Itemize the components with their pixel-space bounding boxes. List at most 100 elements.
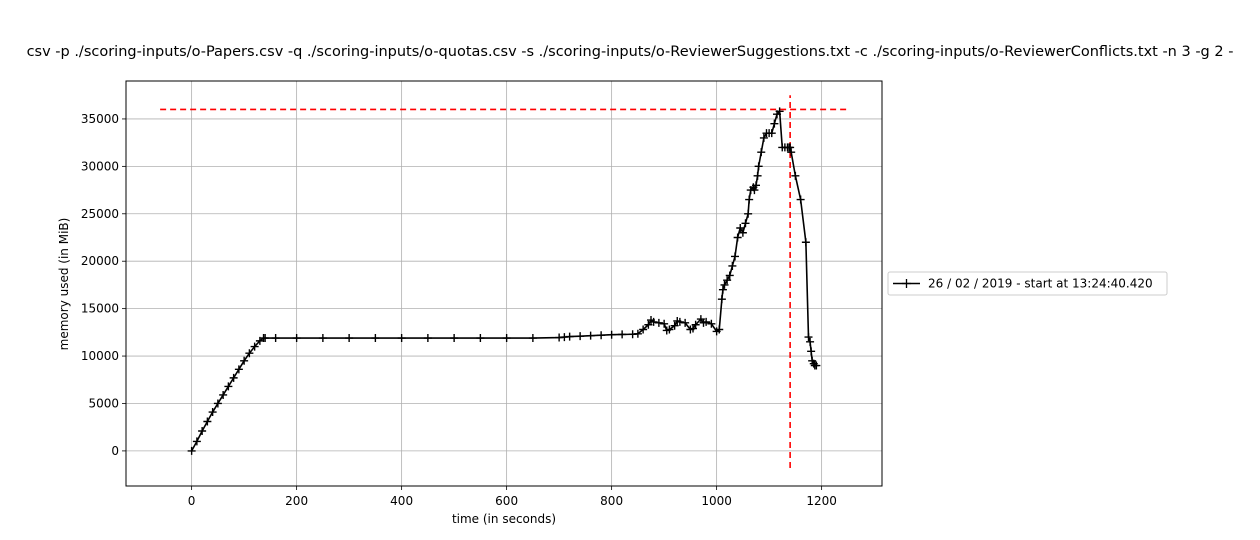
data-point-marker bbox=[717, 295, 726, 304]
data-point-marker bbox=[806, 337, 815, 346]
data-point-marker bbox=[723, 276, 732, 285]
data-point-marker bbox=[192, 437, 201, 446]
data-point-marker bbox=[250, 342, 259, 351]
data-point-marker bbox=[423, 334, 432, 343]
data-point-marker bbox=[224, 382, 233, 391]
data-point-marker bbox=[718, 285, 727, 294]
data-point-marker bbox=[208, 408, 217, 417]
data-point-marker bbox=[345, 334, 354, 343]
axis-ticks: 0 200 400 600 800 1000 1200 0 5000 10000 15000 2000… bbox=[81, 112, 837, 508]
data-point-marker bbox=[715, 325, 724, 334]
data-point-marker bbox=[586, 331, 595, 340]
data-point-marker bbox=[750, 186, 759, 195]
chart-title: csv -p ./scoring-inputs/o-Papers.csv -q … bbox=[27, 44, 1234, 60]
data-point-marker bbox=[807, 347, 816, 356]
data-point-marker bbox=[681, 318, 690, 327]
data-point-marker bbox=[644, 320, 653, 329]
y-tick-label: 5000 bbox=[88, 396, 119, 410]
data-point-marker bbox=[618, 330, 627, 339]
data-point-marker bbox=[660, 319, 669, 328]
data-point-marker bbox=[720, 280, 729, 289]
data-point-marker bbox=[318, 334, 327, 343]
data-point-marker bbox=[665, 325, 674, 334]
data-point-marker bbox=[752, 181, 760, 190]
data-point-marker bbox=[787, 148, 796, 157]
data-point-marker bbox=[240, 356, 249, 365]
data-point-marker bbox=[691, 320, 700, 329]
data-point-marker bbox=[744, 209, 753, 218]
data-point-marker bbox=[731, 252, 739, 261]
y-tick-label: 35000 bbox=[81, 112, 119, 126]
data-point-marker bbox=[759, 133, 768, 142]
x-tick-label: 200 bbox=[285, 494, 308, 508]
y-tick-label: 20000 bbox=[81, 254, 119, 268]
data-point-marker bbox=[639, 325, 648, 334]
reference-lines bbox=[160, 95, 848, 468]
y-tick-label: 15000 bbox=[81, 302, 119, 316]
data-point-marker bbox=[292, 334, 301, 343]
data-point-marker bbox=[707, 319, 716, 328]
data-point-marker bbox=[670, 321, 679, 330]
data-series bbox=[187, 107, 821, 455]
data-point-marker bbox=[738, 228, 747, 237]
data-point-marker bbox=[219, 390, 228, 399]
legend-box bbox=[887, 271, 1168, 296]
data-point-marker bbox=[728, 261, 737, 270]
data-point-marker bbox=[736, 224, 745, 233]
x-tick-label: 600 bbox=[495, 494, 518, 508]
data-point-marker bbox=[767, 129, 776, 138]
data-point-marker bbox=[775, 107, 784, 116]
data-point-marker bbox=[607, 330, 616, 339]
data-point-marker bbox=[786, 143, 795, 152]
data-point-marker bbox=[597, 331, 606, 340]
legend-marker-icon bbox=[902, 279, 911, 288]
data-point-marker bbox=[801, 238, 810, 247]
y-tick-label: 0 bbox=[111, 444, 119, 458]
y-tick-label: 30000 bbox=[81, 159, 119, 173]
data-point-marker bbox=[213, 399, 222, 408]
data-point-marker bbox=[576, 332, 585, 341]
data-point-marker bbox=[565, 332, 574, 341]
data-point-marker bbox=[649, 317, 658, 326]
plot-frame bbox=[125, 80, 883, 487]
data-point-marker bbox=[702, 317, 711, 326]
data-point-marker bbox=[812, 361, 821, 370]
data-point-marker bbox=[804, 333, 813, 342]
data-point-marker bbox=[261, 334, 270, 343]
x-tick-label: 0 bbox=[188, 494, 196, 508]
data-point-marker bbox=[502, 334, 511, 343]
data-point-marker bbox=[397, 334, 406, 343]
x-tick-label: 400 bbox=[390, 494, 413, 508]
data-point-marker bbox=[234, 365, 243, 374]
data-point-marker bbox=[271, 334, 280, 343]
data-point-marker bbox=[203, 417, 212, 426]
legend: 26 / 02 / 2019 - start at 13:24:40.420 bbox=[887, 271, 1168, 296]
data-point-marker bbox=[450, 334, 459, 343]
data-point-marker bbox=[229, 373, 238, 382]
plot-background bbox=[126, 81, 882, 486]
data-point-marker bbox=[198, 426, 207, 435]
y-tick-label: 25000 bbox=[81, 207, 119, 221]
x-axis-label: time (in seconds) bbox=[452, 512, 556, 526]
data-point-marker bbox=[654, 318, 663, 327]
x-tick-label: 800 bbox=[600, 494, 623, 508]
x-tick-label: 1200 bbox=[806, 494, 837, 508]
data-point-marker bbox=[476, 334, 485, 343]
data-point-marker bbox=[754, 162, 763, 171]
data-point-marker bbox=[245, 349, 254, 358]
y-tick-label: 10000 bbox=[81, 349, 119, 363]
data-point-marker bbox=[725, 271, 734, 280]
data-point-marker bbox=[528, 334, 537, 343]
data-point-marker bbox=[757, 148, 766, 157]
data-point-marker bbox=[187, 446, 196, 455]
data-point-marker bbox=[745, 195, 754, 204]
y-axis-label: memory used (in MiB) bbox=[57, 218, 71, 351]
legend-label: 26 / 02 / 2019 - start at 13:24:40.420 bbox=[928, 277, 1153, 291]
data-point-marker bbox=[791, 171, 800, 180]
data-point-marker bbox=[796, 195, 805, 204]
data-point-marker bbox=[741, 219, 750, 228]
x-tick-label: 1000 bbox=[701, 494, 732, 508]
data-point-marker bbox=[675, 317, 684, 326]
data-point-marker bbox=[753, 171, 762, 180]
